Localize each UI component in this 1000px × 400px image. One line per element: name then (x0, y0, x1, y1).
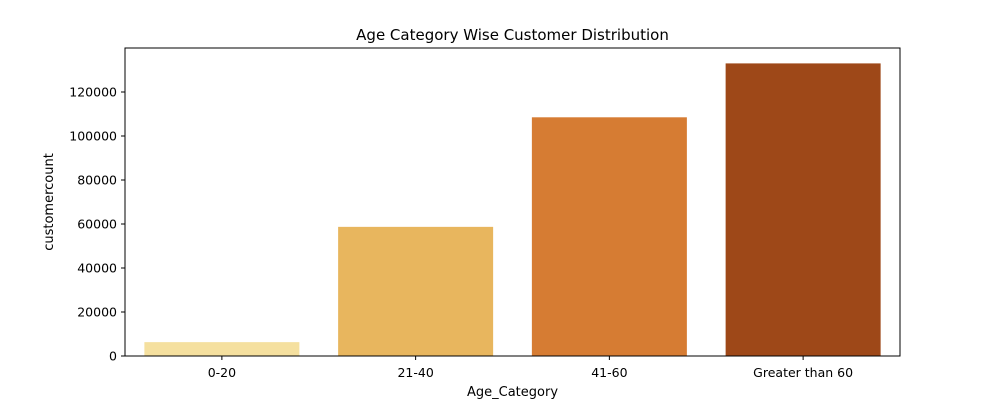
x-tick-label: 41-60 (591, 365, 627, 380)
bars-group (144, 63, 881, 357)
y-tick-label: 40000 (77, 261, 117, 276)
y-tick-label: 20000 (77, 305, 117, 320)
y-tick-label: 100000 (69, 129, 117, 144)
y-tick-label: 80000 (77, 173, 117, 188)
y-axis-ticks: 0 20000 40000 60000 80000 100000 120000 (69, 85, 125, 364)
plot-frame (124, 47, 901, 357)
chart-title: Age Category Wise Customer Distribution (356, 26, 669, 44)
y-axis-label: customercount (42, 153, 57, 251)
x-tick-label: 21-40 (397, 365, 433, 380)
y-tick-label: 120000 (69, 85, 117, 100)
y-tick-label: 60000 (77, 217, 117, 232)
bar-0-20 (144, 342, 300, 356)
bar-21-40 (338, 226, 494, 356)
x-axis-ticks: 0-20 21-40 41-60 Greater than 60 (208, 356, 853, 380)
bar-41-60 (531, 117, 687, 356)
y-tick-label: 0 (109, 349, 117, 364)
x-tick-label: Greater than 60 (753, 365, 853, 380)
bar-greater-than-60 (725, 63, 881, 357)
x-axis-label: Age_Category (467, 385, 558, 400)
x-tick-label: 0-20 (208, 365, 236, 380)
